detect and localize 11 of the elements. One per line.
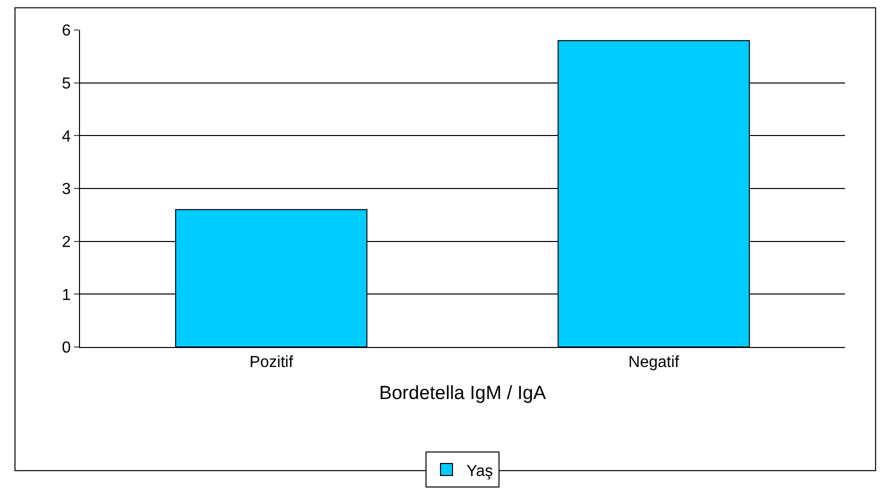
y-tick-label: 2 xyxy=(62,234,71,251)
y-tick-label: 6 xyxy=(62,22,71,40)
x-axis-title: Bordetella IgM / IgA xyxy=(379,383,546,404)
y-tick-label: 5 xyxy=(62,75,71,92)
y-tick-label: 0 xyxy=(62,340,71,357)
y-tick-label: 3 xyxy=(62,181,71,198)
x-tick-label: Negatif xyxy=(628,354,680,372)
legend-label: Yaş xyxy=(466,462,493,480)
y-tick-label: 1 xyxy=(62,286,71,304)
x-tick-label: Pozitif xyxy=(249,354,294,372)
y-tick-label: 4 xyxy=(62,128,71,146)
